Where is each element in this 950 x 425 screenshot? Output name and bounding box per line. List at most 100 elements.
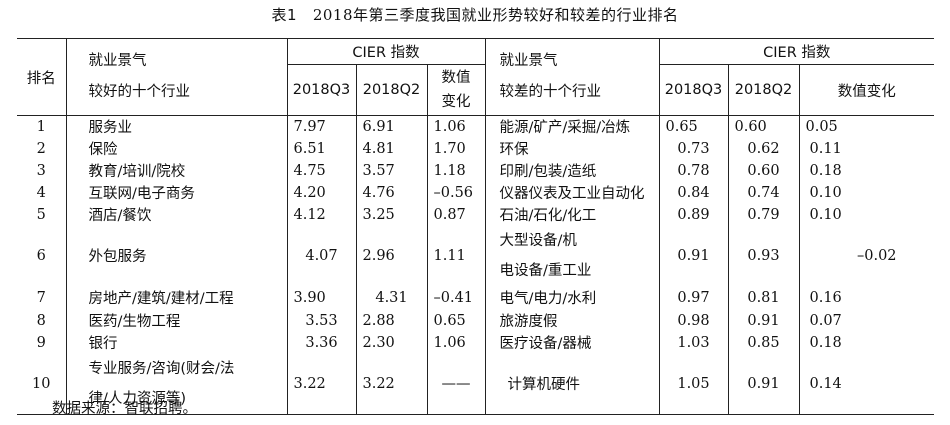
rank-cell: 6 xyxy=(17,225,67,286)
data-source-note: 数据来源：智联招聘。 xyxy=(52,401,197,417)
bad-q2-cell: 0.91 xyxy=(728,353,800,415)
good-industry-cell: 保险 xyxy=(66,137,288,160)
table-row: 4 互联网/电子商务 4.20 4.76 –0.56 仪器仪表及工业自动化 0.… xyxy=(17,181,934,204)
header-good-industries: 就业景气 较好的十个行业 xyxy=(66,38,288,116)
good-q3-cell: 4.75 xyxy=(287,159,357,182)
table-row: 5 酒店/餐饮 4.12 3.25 0.87 石油/石化/化工 0.89 0.7… xyxy=(17,203,934,226)
good-q3-cell: 3.36 xyxy=(287,331,357,354)
bad-q2-cell: 0.91 xyxy=(728,309,800,332)
bad-q3-cell: 0.98 xyxy=(659,309,729,332)
header-good-q3: 2018Q3 xyxy=(287,64,357,116)
good-q3-cell: 3.53 xyxy=(287,309,357,332)
good-q2-cell: 3.25 xyxy=(356,203,428,226)
rank-cell: 4 xyxy=(17,181,67,204)
bad-industry-cell: 环保 xyxy=(485,137,660,160)
header-bad-line2: 较差的十个行业 xyxy=(499,84,602,100)
good-industry-cell: 房地产/建筑/建材/工程 xyxy=(66,285,288,310)
bad-industry-cell: 印刷/包装/造纸 xyxy=(485,159,660,182)
good-industry-cell: 银行 xyxy=(66,331,288,354)
table-row: 3 教育/培训/院校 4.75 3.57 1.18 印刷/包装/造纸 0.78 … xyxy=(17,159,934,182)
good-q3-cell: 7.97 xyxy=(287,115,357,138)
bad-q3-cell: 0.84 xyxy=(659,181,729,204)
bad-change-cell: 0.11 xyxy=(809,140,842,157)
rank-cell: 8 xyxy=(17,309,67,332)
bad-q3-cell: 0.97 xyxy=(659,285,729,310)
good-q3-cell: 4.12 xyxy=(287,203,357,226)
bad-industry-cell: 计算机硬件 xyxy=(485,353,660,415)
good-q3-cell: 4.20 xyxy=(287,181,357,204)
bad-q2-cell: 0.62 xyxy=(728,137,800,160)
table-row: 2 保险 6.51 4.81 1.70 环保 0.73 0.62 0.11 xyxy=(17,137,934,160)
good-industry-line1: 专业服务/咨询(财会/法 xyxy=(88,360,235,377)
good-change-cell: 0.87 xyxy=(427,203,486,226)
bad-q2-cell: 0.60 xyxy=(728,159,800,182)
good-q2-cell: 3.22 xyxy=(356,353,428,415)
bad-q2-cell: 0.74 xyxy=(728,181,800,204)
good-change-cell: 1.70 xyxy=(427,137,486,160)
good-industry-line2: 律/人力资源等) xyxy=(88,390,187,407)
good-q3-cell: 4.07 xyxy=(287,225,357,286)
bad-q3-cell: 0.73 xyxy=(659,137,729,160)
good-change-cell: —— xyxy=(427,353,486,415)
good-q3-cell: 6.51 xyxy=(287,137,357,160)
header-rank: 排名 xyxy=(17,38,67,116)
good-q2-cell: 4.76 xyxy=(356,181,428,204)
bad-change-cell: 0.10 xyxy=(809,184,842,201)
header-good-line2: 较好的十个行业 xyxy=(88,84,191,100)
bad-q3-cell: 0.91 xyxy=(659,225,729,286)
bad-q2-cell: 0.93 xyxy=(728,225,800,286)
good-industry-cell: 医药/生物工程 xyxy=(66,309,288,332)
bad-industry-line1: 大型设备/机 xyxy=(499,232,577,249)
bad-industry-cell: 能源/矿产/采掘/冶炼 xyxy=(485,115,660,138)
good-q2-cell: 3.57 xyxy=(356,159,428,182)
bad-q2-cell: 0.85 xyxy=(728,331,800,354)
header-good-change: 数值 变化 xyxy=(427,64,486,116)
table-row: 6 外包服务 4.07 2.96 1.11 大型设备/机 电设备/重工业 0.9… xyxy=(17,225,934,286)
header-row-1: 排名 就业景气 较好的十个行业 CIER 指数 就业景气 较差的十个行业 CIE… xyxy=(17,38,935,116)
bad-change-cell: 0.16 xyxy=(809,289,842,306)
bad-q3-cell: 0.78 xyxy=(659,159,729,182)
bad-industry-cell: 电气/电力/水利 xyxy=(485,285,660,310)
header-change-line1: 数值 xyxy=(441,70,471,86)
good-industry-cell: 外包服务 xyxy=(66,225,288,286)
bad-change-cell: 0.18 xyxy=(809,162,842,179)
bad-industry-cell: 仪器仪表及工业自动化 xyxy=(485,181,660,204)
bad-industry-cell: 旅游度假 xyxy=(485,309,660,332)
good-q2-cell: 2.96 xyxy=(356,225,428,286)
header-bad-q2: 2018Q2 xyxy=(728,64,800,116)
table-row: 8 医药/生物工程 3.53 2.88 0.65 旅游度假 0.98 0.91 … xyxy=(17,309,934,332)
bad-industry-cell: 石油/石化/化工 xyxy=(485,203,660,226)
caption-label: 表1 xyxy=(271,6,298,24)
table-row: 7 房地产/建筑/建材/工程 3.90 4.31 –0.41 电气/电力/水利 … xyxy=(17,285,934,310)
good-change-cell: 1.06 xyxy=(427,115,486,138)
good-change-cell: 1.06 xyxy=(427,331,486,354)
rank-cell: 2 xyxy=(17,137,67,160)
bad-industry-cell: 医疗设备/器械 xyxy=(485,331,660,354)
good-industry-cell: 互联网/电子商务 xyxy=(66,181,288,204)
header-bad-line1: 就业景气 xyxy=(499,53,558,69)
header-good-line1: 就业景气 xyxy=(88,53,147,69)
bad-industry-line2: 电设备/重工业 xyxy=(499,262,592,279)
good-industry-cell: 服务业 xyxy=(66,115,288,138)
rank-cell: 7 xyxy=(17,285,67,310)
bad-change-cell: 0.07 xyxy=(809,312,842,329)
header-cier-bad: CIER 指数 xyxy=(763,45,831,61)
header-row-2: 2018Q3 2018Q2 数值 变化 2018Q3 2018Q2 数值变化 xyxy=(17,64,935,116)
rank-cell: 1 xyxy=(17,115,67,138)
header-bad-change: 数值变化 xyxy=(799,64,935,116)
table-caption: 表1 2018年第三季度我国就业形势较好和较差的行业排名 xyxy=(0,4,950,25)
header-bad-industries: 就业景气 较差的十个行业 xyxy=(485,38,660,116)
good-change-cell: 0.65 xyxy=(427,309,486,332)
bad-q3-cell: 1.05 xyxy=(659,353,729,415)
good-q3-cell: 3.90 xyxy=(287,285,357,310)
bad-change-cell: –0.02 xyxy=(856,247,897,264)
good-industry-cell: 专业服务/咨询(财会/法 律/人力资源等) xyxy=(66,353,288,415)
bad-q3-cell: 0.89 xyxy=(659,203,729,226)
header-bad-q3: 2018Q3 xyxy=(659,64,729,116)
good-change-cell: –0.56 xyxy=(427,181,486,204)
bad-q3-cell: 0.65 xyxy=(659,115,729,138)
bad-q3-cell: 1.03 xyxy=(659,331,729,354)
good-q2-cell: 6.91 xyxy=(356,115,428,138)
rank-cell: 5 xyxy=(17,203,67,226)
header-cier-good: CIER 指数 xyxy=(287,38,486,65)
